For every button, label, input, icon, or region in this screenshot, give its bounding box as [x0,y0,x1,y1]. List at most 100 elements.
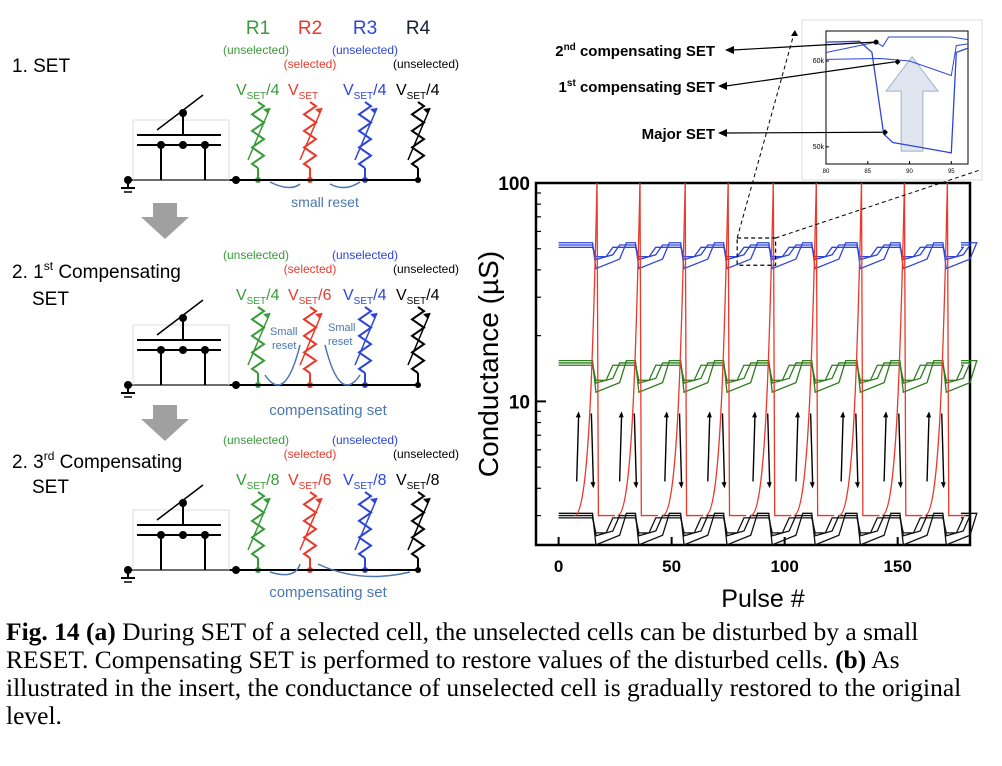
red-spike-fall [772,182,792,517]
variable-arrow-head [263,313,270,319]
stage-title-sup: st [44,259,54,273]
voltage-suffix: /4 [266,82,279,99]
direction-arrow [678,413,683,484]
annotation-compensating-set: compensating set [269,584,387,601]
column-header-r2: R2 [298,18,322,39]
voltage-suffix: /4 [373,82,386,99]
stage-arrow [141,203,189,239]
x-tick-label: 0 [554,557,563,576]
switch-arrow [156,299,204,336]
direction-arrow [941,413,945,484]
direction-arrow-head [706,411,712,418]
annotation-small: Small [328,322,356,334]
voltage-suffix: /4 [426,82,439,99]
cell-voltage: VSET/8 [343,472,387,492]
insert-plot: 80 85 90 95 60k 50k [736,19,983,239]
node-dot [124,566,132,574]
zoom-connector [736,29,796,239]
cell-voltage: VSET/4 [343,82,387,102]
direction-arrow-head [883,411,889,418]
direction-arrow-head [926,411,932,418]
voltage-sub: SET [354,296,373,307]
caption-label-b: (b) [835,645,867,674]
variable-arrow [299,312,323,366]
variable-arrow [247,497,271,551]
direction-arrow-head [940,482,946,489]
insert-y-tick-label: 50k [813,144,825,151]
transistor-frame [132,119,230,181]
level-series-2 [558,512,978,546]
marker-2nd [873,39,879,45]
direction-arrow [618,413,623,482]
insert-axes [825,30,969,165]
stage-title: 2. 1st Compensating [12,259,181,283]
cell-state-label: (selected) [284,262,337,276]
direction-arrow [633,413,638,484]
callout-arrow [718,82,727,90]
zoom-region [736,237,777,266]
insert-frame [801,19,983,181]
variable-arrow-head [263,498,270,504]
y-tick-label: 100 [498,174,530,195]
callout-pre: Major SET [642,126,715,143]
variable-arrow-head [370,108,377,114]
direction-arrow-head [663,411,669,418]
stage-title-part: 2. 3 [12,452,44,473]
cell-voltage: VSET/4 [343,287,387,307]
direction-arrow [664,413,668,482]
callout-sup: st [567,78,577,89]
callout-label: 2nd compensating SET [555,42,715,60]
panel-a-circuits: R1 R2 R3 R41. SET(unselected)(selected)(uns… [12,18,459,601]
direction-arrow-head [752,411,757,418]
voltage-suffix: /8 [373,472,386,489]
variable-arrow [299,497,323,551]
marker-1st [894,58,901,65]
voltage-sub: SET [299,91,318,102]
current-path [269,563,301,576]
stage-title: 2. 3rd Compensating [12,449,182,473]
x-tick-label: 150 [883,557,911,576]
variable-arrow [247,312,271,366]
voltage-base: V [236,472,247,489]
cell-state-label: (unselected) [332,43,398,57]
column-header-r4: R4 [406,18,431,39]
cell-state-label: (unselected) [393,57,459,71]
direction-arrow [840,413,844,482]
current-path [269,181,301,189]
cell-state-label: (unselected) [223,433,289,447]
stage-title-part: Compensating [53,262,181,283]
current-path [324,344,361,386]
cell-state-label: (unselected) [223,248,289,262]
insert-trace-major [825,40,969,154]
voltage-sub: SET [247,296,266,307]
red-spike-rise [881,182,906,517]
voltage-base: V [396,82,407,99]
x-axis-label: Pulse # [721,585,804,613]
direction-arrow [752,413,756,482]
x-tick-label: 100 [770,557,798,576]
variable-arrow [407,312,431,366]
red-spike-fall [684,182,704,517]
red-spike-rise [705,182,729,517]
stage-title-part: 2. 1 [12,262,44,283]
cell-voltage: VSET/6 [288,287,332,307]
direction-arrow [721,413,726,484]
variable-arrow [354,107,378,161]
stage-2: 2. 1st Compensating SET (unselected)(selec… [12,248,459,419]
voltage-sub: SET [354,481,373,492]
variable-arrow [407,107,431,161]
direction-arrow-head [633,482,639,489]
insert-y-tick-label: 60k [813,58,825,65]
annotation-reset: reset [328,336,352,348]
voltage-sub: SET [407,481,426,492]
direction-arrow [898,413,902,484]
caption-text-b: As illustrated in the insert, the conduc… [6,645,962,730]
variable-arrow-head [423,313,430,319]
marker-major [881,129,888,136]
insert-x-tick-label: 95 [948,169,955,175]
cell-voltage: VSET [288,82,318,102]
variable-arrow [247,107,271,161]
cell-voltage: VSET/4 [396,82,440,102]
direction-arrow-head [766,482,772,489]
direction-arrow [926,413,930,482]
